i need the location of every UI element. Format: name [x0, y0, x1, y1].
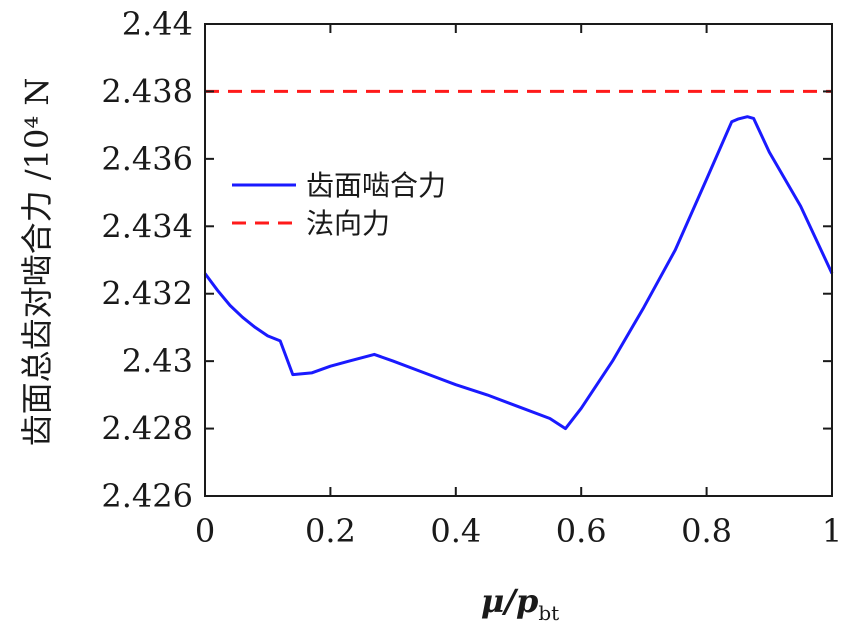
y-axis-label: 齿面总齿对啮合力 /10⁴ N [18, 78, 56, 447]
x-tick-label: 1 [822, 512, 842, 550]
y-tick-label: 2.44 [122, 5, 193, 43]
series-layer [205, 91, 832, 428]
y-tick-label: 2.426 [101, 477, 193, 515]
y-tick-label: 2.436 [101, 140, 193, 178]
y-tick-label: 2.434 [101, 207, 193, 245]
x-axis-label: μ/pbt [481, 582, 559, 625]
legend-label-1: 法向力 [306, 207, 390, 240]
x-tick-label: 0 [195, 512, 215, 550]
x-tick-label: 0.4 [430, 512, 481, 550]
ticks-layer: 0 0.2 0.4 0.6 0.8 1 2.426 2.428 2.43 2.432 2.434 2.… [101, 5, 842, 550]
x-axis-label-subscript: bt [538, 601, 559, 625]
x-tick-label: 0.6 [556, 512, 607, 550]
plot-frame [205, 24, 832, 496]
y-tick-label: 2.428 [101, 410, 193, 448]
legend-label-0: 齿面啮合力 [306, 169, 446, 202]
y-tick-label: 2.438 [101, 72, 193, 110]
series-line-0 [205, 117, 832, 429]
y-tick-label: 2.43 [122, 342, 193, 380]
x-tick-label: 0.8 [681, 512, 732, 550]
x-tick-label: 0.2 [305, 512, 356, 550]
x-axis-label-main: μ/p [481, 582, 538, 620]
y-tick-label: 2.432 [101, 275, 193, 313]
